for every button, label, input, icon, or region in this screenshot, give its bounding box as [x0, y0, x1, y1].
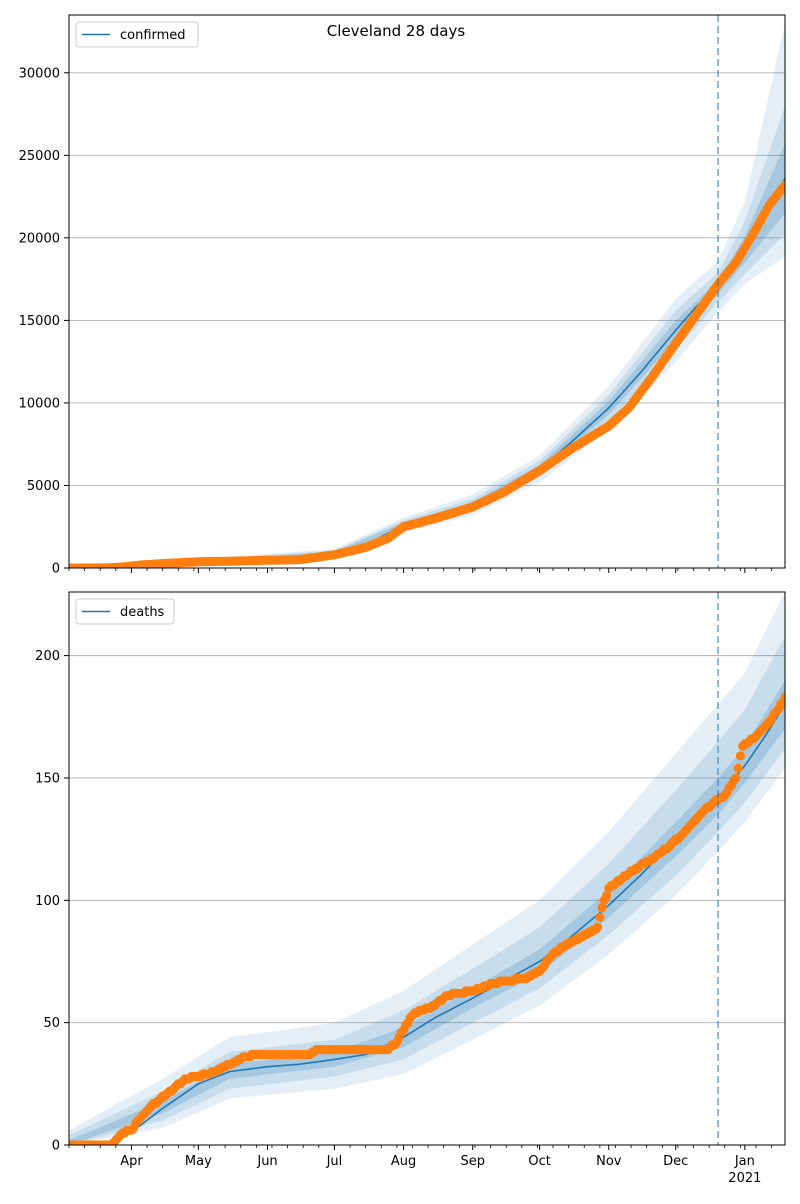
y-tick-label: 30000 [19, 66, 60, 81]
x-tick-label: Jan [734, 1154, 755, 1169]
x-tick-label: Apr [120, 1154, 143, 1169]
data-point [780, 180, 785, 190]
data-point [733, 763, 743, 773]
y-tick-label: 200 [35, 649, 60, 664]
chart-panel-confirmed: 0 5000 10000 15000 20000 25000 30000 confirmed [19, 14, 786, 577]
y-tick-label: 0 [52, 562, 60, 577]
data-point [780, 692, 785, 702]
y-tick-label: 20000 [19, 231, 60, 246]
data-point [593, 922, 603, 932]
y-tick-label: 15000 [19, 314, 60, 329]
axes-frame [68, 14, 786, 569]
legend-label: deaths [120, 605, 165, 620]
y-tick-label: 5000 [27, 479, 60, 494]
chart-panel-deaths: 0 50 100 150 200 Apr May Jun Jul Aug Sep Oct Nov Dec J… [35, 591, 786, 1186]
data-point [735, 751, 746, 761]
data-point [595, 912, 605, 923]
data-point [597, 903, 607, 913]
y-tick-label: 50 [43, 1016, 60, 1031]
band-middle [69, 636, 785, 1145]
x-tick-label: Oct [528, 1154, 550, 1169]
y-tick-label: 100 [35, 894, 60, 909]
x-tick-label: Aug [391, 1154, 416, 1169]
series-line-confirmed [69, 177, 785, 568]
legend-box [75, 598, 175, 625]
x-tick-label: Sep [460, 1154, 485, 1169]
axes-frame [68, 591, 786, 1146]
x-year-label: 2021 [728, 1171, 761, 1186]
y-tick-label: 10000 [19, 396, 60, 411]
y-tick-label: 150 [35, 771, 60, 786]
data-point [731, 773, 741, 783]
y-tick-label: 0 [52, 1139, 60, 1154]
x-tick-label: Dec [663, 1154, 688, 1169]
plot-area [69, 592, 785, 1145]
x-tick-label: Nov [596, 1154, 622, 1169]
x-tick-label: Jul [326, 1154, 343, 1169]
legend-box [75, 21, 199, 48]
y-tick-label: 25000 [19, 149, 60, 164]
band-outer [69, 23, 785, 568]
data-point [602, 890, 612, 901]
legend-label: confirmed [120, 28, 186, 43]
plot-area [69, 23, 785, 568]
x-tick-label: May [185, 1154, 212, 1169]
x-tick-label: Jun [256, 1154, 277, 1169]
figure-title: Cleveland 28 days [327, 22, 466, 40]
